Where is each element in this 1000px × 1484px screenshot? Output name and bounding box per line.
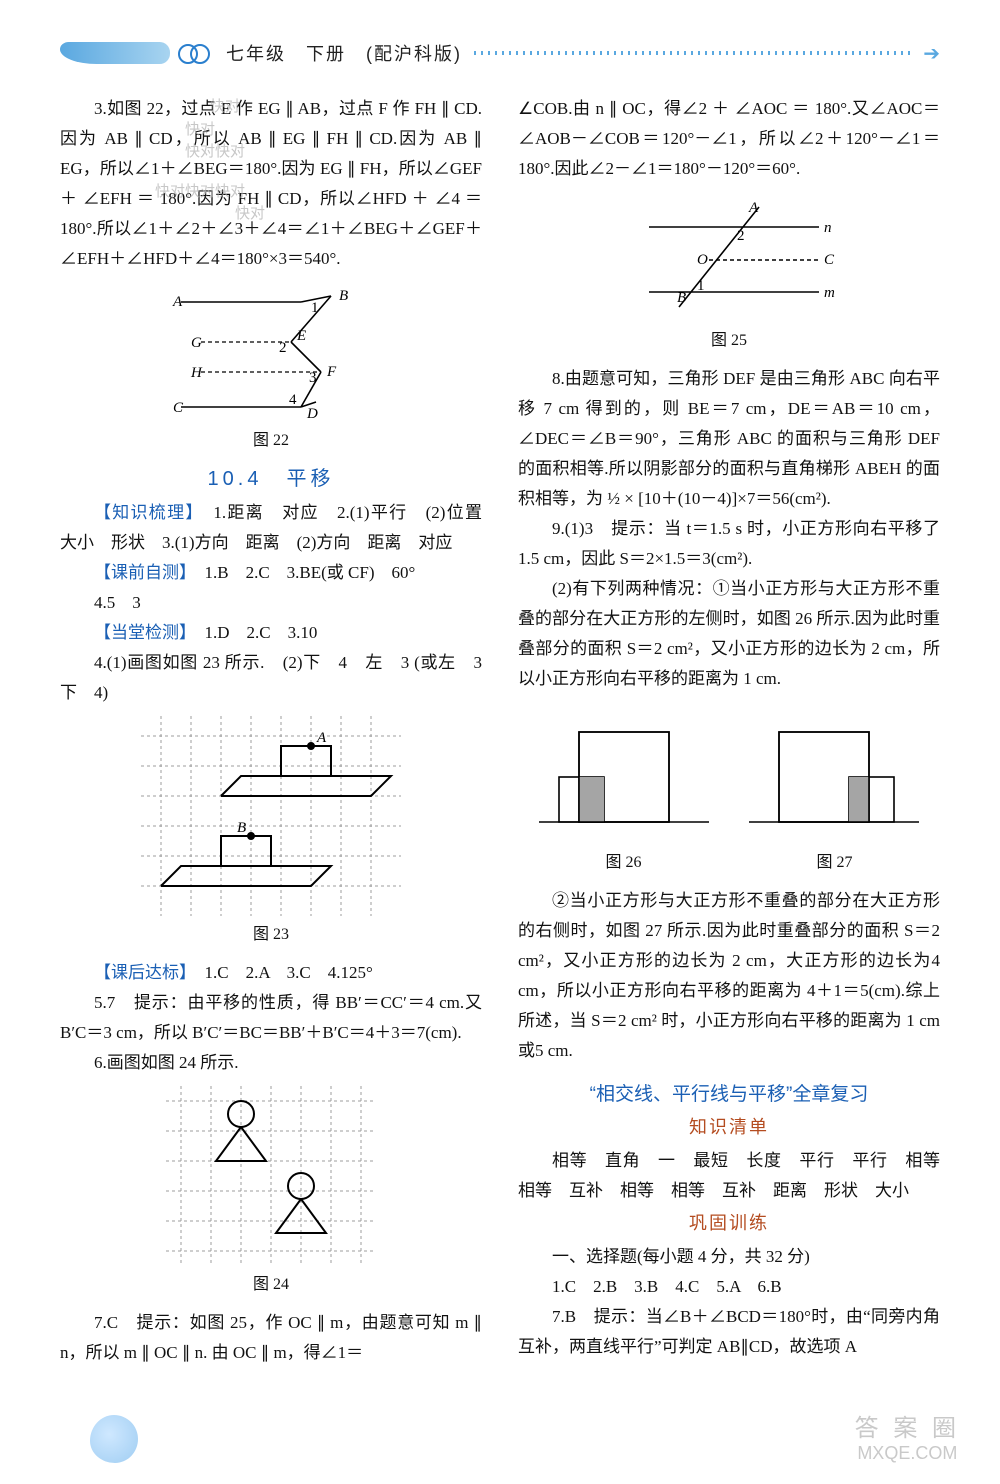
svg-text:F: F	[326, 364, 337, 380]
figure-25-caption: 图 25	[518, 326, 940, 356]
header-arrow-icon: ➔	[923, 41, 940, 66]
dtjc-line2: 4.(1)画图如图 23 所示. (2)下 4 左 3 (或左 3 下 4)	[60, 648, 482, 708]
para-9a: 9.(1)3 提示：当 t＝1.5 s 时，小正方形向右平移了1.5 cm，因此…	[518, 514, 940, 574]
figure-26-27	[518, 702, 940, 842]
figure-27-caption: 图 27	[816, 848, 852, 878]
figure-26-caption: 图 26	[605, 848, 641, 878]
khdb-body1: 1.C 2.A 3.C 4.125°	[188, 963, 373, 982]
apple-icon	[90, 1415, 138, 1463]
ggxl-title: 巩固训练	[518, 1208, 940, 1238]
svg-text:D: D	[306, 406, 318, 422]
page-number: 212	[90, 1401, 130, 1454]
columns: 3.如图 22，过点 E 作 EG ∥ AB，过点 F 作 FH ∥ CD.因为…	[60, 94, 940, 1368]
zsqd-title: 知识清单	[518, 1112, 940, 1142]
svg-text:A: A	[748, 200, 759, 216]
kqzc-line1: 【课前自测】 1.B 2.C 3.BE(或 CF) 60°	[60, 558, 482, 588]
xz-answers: 1.C 2.B 3.B 4.C 5.A 6.B	[518, 1272, 940, 1302]
watermark-badge: 答 案 圈	[855, 1408, 960, 1443]
figure-24	[60, 1086, 482, 1266]
para-9b: (2)有下列两种情况：①当小正方形与大正方形不重叠的部分在大正方形的左侧时，如图…	[518, 574, 940, 694]
chapter-review-title: “相交线、平行线与平移”全章复习	[518, 1080, 940, 1110]
figure-26-27-captions: 图 26 图 27	[518, 846, 940, 886]
figure-22-caption: 图 22	[60, 426, 482, 456]
figure-23-caption: 图 23	[60, 920, 482, 950]
xz-title: 一、选择题(每小题 4 分，共 32 分)	[518, 1242, 940, 1272]
dtjc-head: 【当堂检测】	[94, 623, 188, 642]
svg-text:1: 1	[311, 300, 319, 316]
para-3: 3.如图 22，过点 E 作 EG ∥ AB，过点 F 作 FH ∥ CD.因为…	[60, 94, 482, 274]
dtjc-line1: 【当堂检测】 1.D 2.C 3.10	[60, 618, 482, 648]
header-swoosh	[60, 42, 170, 64]
section-10-4-title: 10.4 平移	[60, 464, 482, 494]
watermark: 答 案 圈 MXQE.COM	[855, 1408, 960, 1464]
page-header: 七年级 下册 (配沪科版) ➔	[60, 40, 940, 66]
header-circles-icon	[178, 44, 212, 62]
left-column: 3.如图 22，过点 E 作 EG ∥ AB，过点 F 作 FH ∥ CD.因为…	[60, 94, 482, 1368]
svg-text:H: H	[190, 365, 203, 381]
dtjc-body1: 1.D 2.C 3.10	[188, 623, 318, 642]
kqzc-head: 【课前自测】	[94, 563, 188, 582]
svg-text:4: 4	[289, 392, 297, 408]
khdb-line1: 【课后达标】 1.C 2.A 3.C 4.125°	[60, 958, 482, 988]
header-dots-icon	[474, 51, 911, 55]
svg-text:2: 2	[279, 340, 287, 356]
para-9c: ②当小正方形与大正方形不重叠的部分在大正方形的右侧时，如图 27 所示.因为此时…	[518, 886, 940, 1066]
svg-text:B: B	[677, 290, 686, 306]
para-8: 8.由题意可知，三角形 DEF 是由三角形 ABC 向右平移 7 cm 得到的，…	[518, 364, 940, 514]
figure-24-caption: 图 24	[60, 1270, 482, 1300]
svg-text:G: G	[191, 335, 202, 351]
svg-text:A: A	[316, 730, 327, 746]
svg-text:C: C	[824, 252, 835, 268]
para-7: 7.C 提示：如图 25，作 OC ∥ m，由题意可知 m ∥ n，所以 m ∥…	[60, 1308, 482, 1368]
svg-text:2: 2	[737, 228, 745, 244]
svg-text:C: C	[173, 400, 184, 416]
kqzc-line2: 4.5 3	[60, 588, 482, 618]
page: 七年级 下册 (配沪科版) ➔ 快对 快对 快对快对 快对快对快对 快对 3.如…	[0, 0, 1000, 1484]
svg-text:n: n	[824, 220, 832, 236]
right-column: ∠COB.由 n ∥ OC，得∠2 ＋ ∠AOC ＝ 180°.又∠AOC＝∠A…	[518, 94, 940, 1368]
para-7c: 7.B 提示：当∠B＋∠BCD＝180°时，由“同旁内角互补，两直线平行”可判定…	[518, 1302, 940, 1362]
svg-text:3: 3	[309, 370, 317, 386]
para-5: 5.7 提示：由平移的性质，得 BB′＝CC′＝4 cm.又B′C＝3 cm，所…	[60, 988, 482, 1048]
khdb-head: 【课后达标】	[94, 963, 188, 982]
figure-25: An O C Bm 2 1	[518, 192, 940, 322]
svg-text:1: 1	[697, 278, 705, 294]
para-6: 6.画图如图 24 所示.	[60, 1048, 482, 1078]
zssl-line: 【知识梳理】 1.距离 对应 2.(1)平行 (2)位置 大小 形状 3.(1)…	[60, 498, 482, 558]
svg-text:m: m	[824, 285, 835, 301]
zsqd-body: 相等 直角 一 最短 长度 平行 平行 相等 相等 互补 相等 相等 互补 距离…	[518, 1146, 940, 1206]
figure-22: A B G E H F C D 1 2 3 4	[60, 282, 482, 422]
svg-text:A: A	[172, 294, 183, 310]
para-7b: ∠COB.由 n ∥ OC，得∠2 ＋ ∠AOC ＝ 180°.又∠AOC＝∠A…	[518, 94, 940, 184]
figure-23: A B	[60, 716, 482, 916]
watermark-url: MXQE.COM	[855, 1443, 960, 1464]
zssl-head: 【知识梳理】	[94, 503, 195, 522]
svg-text:O: O	[697, 252, 708, 268]
header-title: 七年级 下册 (配沪科版)	[226, 40, 462, 66]
svg-text:E: E	[296, 328, 306, 344]
svg-text:B: B	[339, 288, 348, 304]
kqzc-body1: 1.B 2.C 3.BE(或 CF) 60°	[188, 563, 416, 582]
svg-text:B: B	[237, 820, 246, 836]
